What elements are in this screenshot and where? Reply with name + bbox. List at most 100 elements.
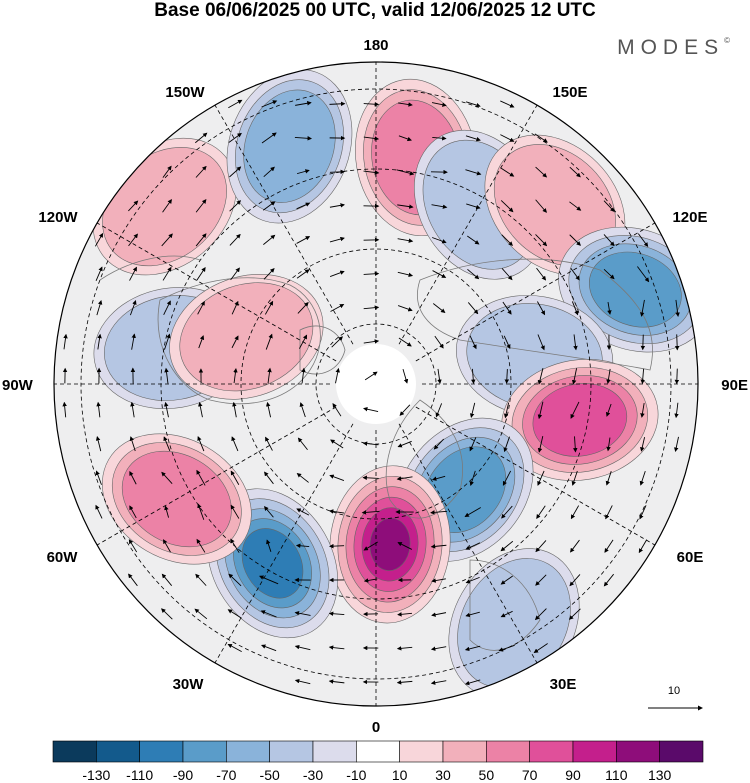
wind-arrow (430, 680, 447, 685)
wind-arrow (295, 543, 310, 548)
wind-arrow (161, 233, 173, 247)
wind-arrow (231, 300, 239, 315)
wind-arrow (402, 369, 409, 384)
wind-arrow (464, 507, 481, 517)
colorbar: -130 -110 -90 -70 -50 -30 -10 10 30 50 70 90 110 130 (52, 740, 704, 783)
wind-arrow (163, 539, 171, 553)
wind-arrow (430, 544, 447, 549)
wind-arrow (229, 166, 242, 178)
wind-arrow (432, 237, 447, 244)
wind-arrow (467, 235, 480, 245)
wind-arrow (196, 267, 206, 281)
wind-arrow (397, 612, 413, 617)
wind-arrow (469, 470, 476, 486)
wind-arrow (465, 576, 480, 584)
wind-arrow (164, 401, 169, 418)
colorbar-segment (486, 740, 530, 763)
wind-arrow (503, 402, 510, 419)
wind-arrow (500, 100, 515, 108)
modes-logo: MODES© (617, 36, 730, 60)
wind-arrow (230, 267, 240, 281)
colorbar-segment (312, 740, 357, 763)
wind-arrow (228, 99, 243, 109)
anomaly-field (92, 69, 698, 698)
wind-arrow (294, 644, 311, 651)
wind-arrow (573, 436, 578, 453)
wind-arrow (430, 646, 447, 651)
colorbar-segment (616, 740, 660, 763)
meridian-line (214, 423, 354, 664)
wind-arrow (399, 404, 411, 416)
wind-arrow (329, 270, 345, 277)
wind-arrow (96, 401, 101, 418)
wind-arrow (296, 508, 310, 516)
wind-arrow (605, 471, 612, 486)
wind-arrow (129, 470, 137, 485)
wind-arrow (640, 334, 646, 351)
lon-label-30e: 30E (550, 676, 577, 693)
meridian-line (398, 423, 538, 664)
wind-arrow (465, 169, 482, 176)
wind-arrow (265, 333, 273, 350)
meridian-line (96, 406, 337, 546)
wind-arrow (537, 334, 545, 351)
wind-arrow (95, 470, 102, 485)
wind-arrow (232, 401, 237, 418)
wind-arrow (363, 339, 380, 344)
wind-arrow (129, 436, 136, 452)
wind-arrow (363, 136, 380, 141)
anomaly-contour (369, 517, 411, 571)
wind-arrow (228, 132, 242, 143)
wind-arrow (605, 505, 613, 520)
wind-arrow (329, 474, 345, 481)
wind-arrow (398, 135, 412, 142)
wind-arrow (128, 573, 138, 587)
wind-arrow (469, 335, 477, 350)
wind-arrow (640, 437, 646, 452)
wind-arrow (163, 300, 171, 315)
wind-arrow (638, 539, 648, 554)
meridian-line (398, 104, 538, 345)
wind-arrow (397, 542, 413, 550)
wind-arrow (294, 136, 313, 141)
wind-arrow (297, 437, 308, 451)
wind-arrow (433, 438, 444, 450)
wind-arrow (296, 236, 311, 244)
wind-arrow (335, 367, 340, 384)
wind-arrow (535, 199, 547, 213)
wind-arrow (161, 573, 173, 586)
wind-arrow (398, 337, 412, 347)
wind-arrow (396, 680, 413, 685)
wind-arrow (330, 304, 345, 312)
wind-arrow (294, 678, 311, 685)
wind-arrow (94, 232, 104, 247)
colorbar-segment (356, 740, 400, 763)
graticule (54, 62, 698, 706)
wind-arrow (296, 472, 309, 483)
colorbar-segment (572, 740, 617, 763)
wind-arrow (471, 368, 476, 385)
wind-arrow (640, 368, 645, 385)
wind-arrow (295, 101, 312, 106)
wind-arrow (131, 333, 136, 350)
wind-vectors (62, 99, 680, 686)
wind-arrow (129, 505, 137, 519)
wind-arrow (501, 268, 513, 281)
wind-arrow (63, 333, 68, 350)
wind-arrow (328, 509, 345, 514)
wind-arrow (535, 540, 547, 553)
wind-arrow (639, 505, 647, 520)
wind-arrow (95, 436, 102, 452)
wind-arrow (296, 269, 310, 279)
wind-arrow (363, 170, 380, 175)
wind-arrow (230, 538, 240, 553)
meridian-line (214, 104, 354, 345)
copyright-mark: © (724, 36, 730, 45)
wind-arrow (640, 402, 645, 418)
colorbar-tick: 90 (565, 767, 581, 783)
wind-arrow (537, 436, 544, 453)
colorbar-tick: -50 (260, 767, 280, 783)
wind-arrow (469, 402, 476, 418)
colorbar-segment (96, 740, 140, 763)
